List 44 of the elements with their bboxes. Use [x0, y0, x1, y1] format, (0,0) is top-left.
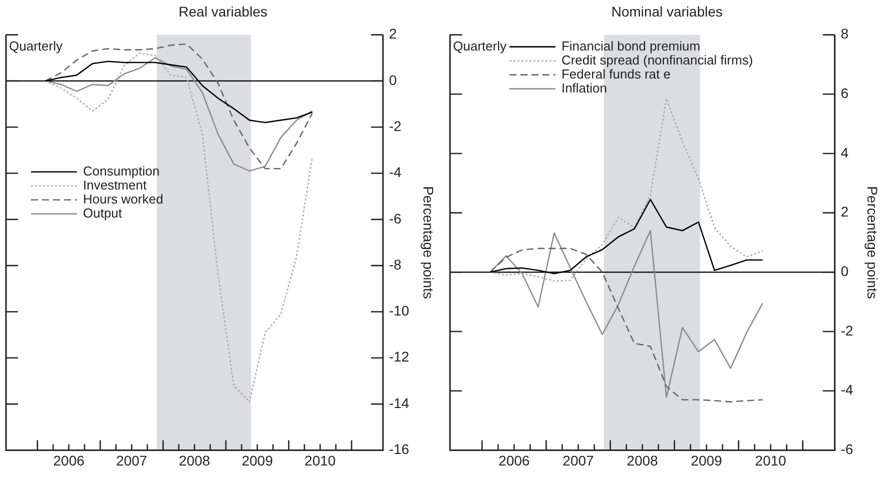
- legend-label: Investment: [83, 177, 147, 192]
- x-tick-label: 2006: [498, 452, 530, 468]
- chart-title: Nominal variables: [611, 3, 723, 20]
- y-axis-title: Percentage points: [420, 186, 437, 299]
- legend-label: Financial bond premium: [561, 38, 700, 54]
- legend-label: Federal funds rat e: [561, 66, 671, 82]
- legend-label: Credit spread (nonfinancial firms): [561, 52, 753, 68]
- y-tick-label: -8: [388, 256, 402, 272]
- legend-label: Output: [83, 205, 122, 220]
- x-tick-label: 2008: [626, 452, 658, 468]
- y-tick-label: -6: [388, 210, 402, 226]
- x-tick-label: 2008: [178, 452, 210, 468]
- y-tick-label: -16: [388, 441, 410, 458]
- y-tick-label: -14: [388, 394, 410, 411]
- y-tick-label: -4: [840, 382, 854, 398]
- y-tick-label: -12: [388, 348, 410, 365]
- x-tick-label: 2010: [304, 452, 336, 468]
- y-tick-label: 2: [840, 204, 849, 220]
- x-tick-label: 2009: [690, 452, 722, 468]
- x-tick-label: 2007: [562, 452, 594, 468]
- legend-label: Hours worked: [83, 191, 164, 206]
- x-tick-label: 2009: [242, 452, 274, 468]
- x-tick-label: 2010: [755, 452, 786, 468]
- x-tick-label: 2007: [116, 452, 148, 468]
- y-tick-label: 0: [388, 72, 397, 88]
- y-tick-label: -2: [388, 118, 402, 134]
- line-series: [489, 98, 764, 282]
- annotation: Quarterly: [453, 38, 507, 54]
- y-tick-label: 2: [388, 26, 397, 42]
- chart-title: Real variables: [178, 3, 268, 20]
- y-tick-label: 8: [840, 26, 849, 42]
- x-tick-label: 2006: [53, 452, 85, 468]
- y-tick-label: -4: [388, 164, 402, 180]
- y-tick-label: -10: [388, 302, 410, 319]
- annotation: Quarterly: [9, 38, 63, 54]
- line-series: [44, 52, 313, 402]
- y-tick-label: -2: [840, 322, 854, 338]
- legend-label: Consumption: [83, 163, 160, 178]
- y-tick-label: 6: [840, 85, 849, 101]
- legend-label: Inflation: [561, 80, 608, 96]
- y-tick-label: 4: [840, 144, 849, 160]
- y-axis-title: Percentage points: [864, 186, 881, 299]
- y-tick-label: 0: [840, 263, 849, 280]
- y-tick-label: -6: [840, 441, 854, 458]
